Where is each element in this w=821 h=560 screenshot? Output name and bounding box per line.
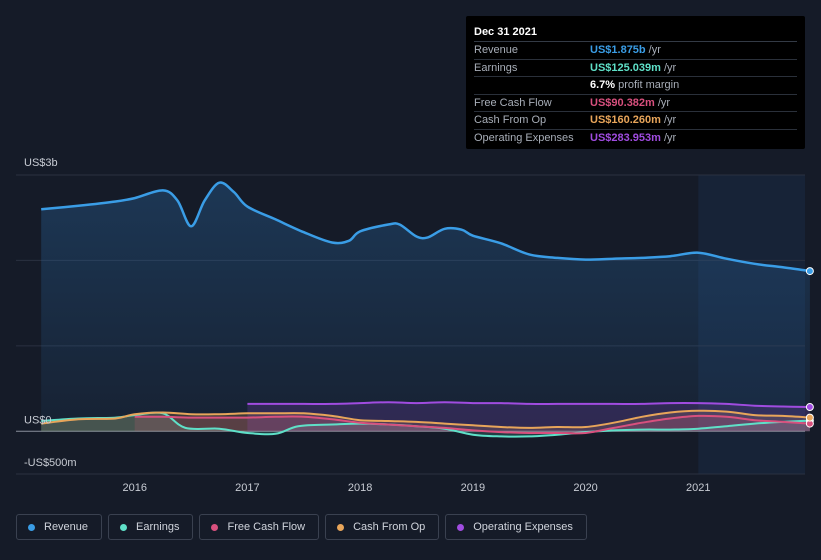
chart: US$3b US$0 -US$500m 2016 2017 2018 2019 2020 202…	[16, 157, 814, 494]
tooltip-row-unit: /yr	[648, 44, 661, 56]
tooltip-row-value: US$283.953m	[590, 131, 661, 144]
legend-dot-icon	[211, 523, 219, 531]
tooltip-rows: Revenue US$1.875b/yr Earnings US$125.039m/y…	[474, 42, 797, 146]
x-tick-label: 2019	[461, 482, 485, 494]
legend-dot-icon	[28, 523, 35, 531]
y-tick-label: US$3b	[24, 157, 58, 169]
legend-item-cash-from-op[interactable]: Cash From Op	[325, 514, 440, 540]
series-end-points	[805, 267, 814, 428]
tooltip-row-label: Operating Expenses	[474, 131, 574, 144]
legend-dot-icon	[457, 523, 465, 531]
tooltip-row: Free Cash Flow US$90.382m/yr	[474, 95, 797, 112]
free-cash-flow-line	[134, 414, 810, 435]
x-tick-label: 2020	[573, 482, 597, 494]
tooltip-row-label: Cash From Op	[474, 114, 547, 126]
legend-label: Operating Expenses	[473, 521, 573, 533]
tooltip-row-label: Free Cash Flow	[474, 96, 552, 109]
legend-item-earnings[interactable]: Earnings	[108, 514, 194, 540]
legend: Revenue Earnings Free Cash Flow Cash From O…	[16, 514, 587, 540]
tooltip-row-label: Revenue	[474, 44, 519, 56]
tooltip: Dec 31 2021 Revenue US$1.875b/yr Earnings U…	[466, 16, 805, 149]
tooltip-row: 6.7% profit margin	[474, 77, 797, 95]
legend-item-free-cash-flow[interactable]: Free Cash Flow	[199, 514, 320, 540]
x-tick-label: 2017	[235, 482, 259, 494]
tooltip-row-unit: /yr	[657, 96, 671, 109]
legend-dot-icon	[120, 523, 128, 531]
tooltip-row-label: Earnings	[474, 61, 518, 74]
legend-label: Earnings	[136, 521, 180, 533]
tooltip-row-unit: /yr	[663, 114, 677, 126]
tooltip-row-value: US$160.260m	[590, 114, 661, 126]
series-areas	[41, 182, 810, 437]
tooltip-row-unit: /yr	[663, 131, 677, 144]
revenue-line	[41, 181, 811, 273]
legend-item-operating-expenses[interactable]: Operating Expenses	[445, 514, 587, 540]
operating-expenses-line	[247, 401, 810, 408]
tooltip-date: Dec 31 2021	[474, 24, 797, 42]
cash-from-op-area	[41, 410, 810, 432]
revenue-area	[41, 182, 810, 432]
tooltip-row: Cash From Op US$160.260m/yr	[474, 112, 797, 130]
tooltip-row-unit: profit margin	[618, 79, 680, 91]
axis-labels: US$3b US$0 -US$500m 2016 2017 2018 2019 2020 202…	[24, 157, 711, 494]
legend-item-revenue[interactable]: Revenue	[16, 514, 103, 540]
tooltip-row-value: US$125.039m	[590, 61, 661, 74]
tooltip-row: Revenue US$1.875b/yr	[474, 42, 797, 60]
legend-label: Revenue	[44, 521, 89, 533]
tooltip-row: Earnings US$125.039m/yr	[474, 60, 797, 77]
legend-label: Cash From Op	[353, 521, 426, 533]
legend-label: Free Cash Flow	[227, 521, 306, 533]
cash-from-op-end-point	[805, 413, 814, 422]
legend-dot-icon	[337, 523, 345, 531]
tooltip-row: Operating Expenses US$283.953m/yr	[474, 130, 797, 147]
operating-expenses-end-point	[805, 403, 814, 412]
y-tick-label: -US$500m	[24, 457, 77, 469]
series-lines	[41, 181, 811, 438]
y-tick-label: US$0	[24, 414, 52, 426]
x-tick-label: 2016	[122, 482, 146, 494]
tooltip-row-unit: /yr	[663, 61, 677, 74]
revenue-end-point	[805, 267, 814, 276]
cash-from-op-line	[41, 409, 810, 429]
tooltip-row-value: 6.7%	[590, 79, 616, 91]
tooltip-row-label	[474, 77, 590, 94]
tooltip-row-value: US$1.875b	[590, 44, 646, 56]
tooltip-row-value: US$90.382m	[590, 96, 655, 109]
x-tick-label: 2018	[348, 482, 372, 494]
x-tick-label: 2021	[686, 482, 710, 494]
